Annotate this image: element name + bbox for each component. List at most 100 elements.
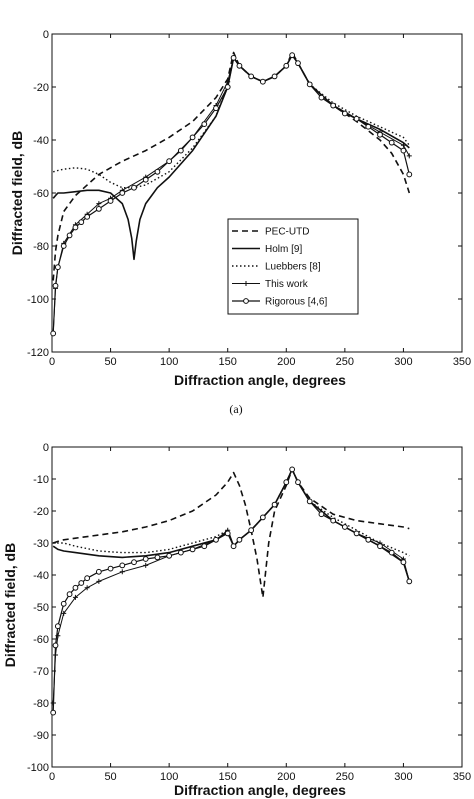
x-axis-label-a: Diffraction angle, degrees xyxy=(174,372,346,388)
y-tick-label: -20 xyxy=(33,506,49,518)
data-point-rigorous-4-6 xyxy=(406,578,413,585)
data-point-rigorous-4-6 xyxy=(306,498,313,505)
data-point-this-work xyxy=(96,578,102,584)
y-tick-label: -80 xyxy=(33,241,49,253)
data-point-rigorous-4-6 xyxy=(52,282,59,289)
data-point-rigorous-4-6 xyxy=(177,549,184,556)
legend-label-rigorous-4-6: Rigorous [4,6] xyxy=(265,297,327,308)
data-point-rigorous-4-6 xyxy=(388,139,395,146)
y-tick-label: -120 xyxy=(27,347,49,359)
y-tick-label: -20 xyxy=(33,82,49,94)
data-point-rigorous-4-6 xyxy=(119,562,126,569)
data-point-rigorous-4-6 xyxy=(248,73,255,80)
legend-label-this-work: This work xyxy=(265,279,309,290)
x-tick-label: 150 xyxy=(219,356,237,368)
x-tick-label: 100 xyxy=(160,356,178,368)
legend-box xyxy=(227,218,359,315)
y-tick-label: -100 xyxy=(27,294,49,306)
data-point-rigorous-4-6 xyxy=(283,479,290,486)
data-point-rigorous-4-6 xyxy=(224,530,231,537)
y-tick-label: -90 xyxy=(33,730,49,742)
data-point-rigorous-4-6 xyxy=(213,105,219,112)
x-tick-label: 0 xyxy=(49,771,55,783)
y-tick-label: -80 xyxy=(33,698,49,710)
data-point-rigorous-4-6 xyxy=(142,176,149,183)
series-line-this-work xyxy=(52,468,410,704)
data-point-rigorous-4-6 xyxy=(377,543,383,550)
x-tick-label: 200 xyxy=(277,356,295,368)
data-point-rigorous-4-6 xyxy=(131,559,137,566)
data-point-rigorous-4-6 xyxy=(201,543,208,550)
data-point-rigorous-4-6 xyxy=(259,514,266,521)
x-tick-label: 350 xyxy=(453,771,471,783)
ticks-b: 0 50 100 150 200 250 300 350 0 -10 -20 -30 -40 -50 -60… xyxy=(27,442,471,783)
y-tick-label: -40 xyxy=(33,135,49,147)
x-tick-label: 50 xyxy=(104,356,116,368)
legend-label-luebbers-8: Luebbers [8] xyxy=(265,262,321,273)
data-point-rigorous-4-6 xyxy=(189,546,196,553)
data-point-rigorous-4-6 xyxy=(295,479,301,486)
data-point-rigorous-4-6 xyxy=(166,552,173,559)
data-point-rigorous-4-6 xyxy=(142,556,149,562)
data-point-rigorous-4-6 xyxy=(60,600,67,607)
data-point-rigorous-4-6 xyxy=(78,580,85,586)
data-point-rigorous-4-6 xyxy=(154,554,161,561)
data-point-rigorous-4-6 xyxy=(271,501,278,508)
data-point-rigorous-4-6 xyxy=(230,54,237,61)
x-tick-label: 250 xyxy=(336,356,354,368)
series-b xyxy=(50,466,413,716)
legend-marker-rigorous-4-6 xyxy=(243,298,249,304)
data-point-rigorous-4-6 xyxy=(400,147,407,154)
series-line-pec-utd xyxy=(52,51,411,281)
data-point-this-work xyxy=(61,610,67,616)
data-point-rigorous-4-6 xyxy=(107,565,114,572)
x-tick-label: 150 xyxy=(219,771,237,783)
data-point-rigorous-4-6 xyxy=(95,206,102,212)
data-point-rigorous-4-6 xyxy=(213,536,219,543)
data-point-rigorous-4-6 xyxy=(60,243,67,249)
data-point-rigorous-4-6 xyxy=(201,121,208,127)
y-tick-label: 0 xyxy=(43,442,49,454)
data-point-rigorous-4-6 xyxy=(236,536,243,543)
data-point-rigorous-4-6 xyxy=(318,94,325,101)
data-point-rigorous-4-6 xyxy=(189,134,196,141)
legend-label-pec-utd: PEC-UTD xyxy=(265,227,309,238)
x-tick-label: 100 xyxy=(160,771,178,783)
data-point-this-work xyxy=(72,594,78,600)
data-point-rigorous-4-6 xyxy=(388,549,395,556)
data-point-rigorous-4-6 xyxy=(78,219,85,226)
series-line-luebbers-8 xyxy=(53,468,410,557)
data-point-rigorous-4-6 xyxy=(341,110,348,117)
data-point-rigorous-4-6 xyxy=(248,527,255,534)
plot-frame-b xyxy=(51,446,463,768)
data-point-rigorous-4-6 xyxy=(330,102,337,109)
data-point-rigorous-4-6 xyxy=(295,60,301,67)
data-point-rigorous-4-6 xyxy=(224,84,231,90)
legend-marker-this-work xyxy=(243,281,249,286)
data-point-rigorous-4-6 xyxy=(66,232,73,239)
x-tick-label: 350 xyxy=(453,356,471,368)
data-point-rigorous-4-6 xyxy=(365,536,372,543)
ticks-a: 0 50 100 150 200 250 300 350 0 -20 -40 -60 -80 -100 -1… xyxy=(27,29,471,368)
data-point-rigorous-4-6 xyxy=(50,709,57,716)
data-point-this-work xyxy=(400,142,406,148)
data-point-rigorous-4-6 xyxy=(50,330,57,337)
data-point-rigorous-4-6 xyxy=(84,213,91,220)
x-tick-label: 250 xyxy=(336,771,354,783)
y-tick-label: -10 xyxy=(33,474,49,486)
data-point-rigorous-4-6 xyxy=(177,147,184,154)
legend-a: PEC-UTD Holm [9] Luebbers [8] This work Rigo… xyxy=(227,218,359,315)
data-point-rigorous-4-6 xyxy=(400,559,407,566)
data-point-rigorous-4-6 xyxy=(66,591,73,598)
data-point-rigorous-4-6 xyxy=(330,517,337,524)
data-point-rigorous-4-6 xyxy=(283,62,290,69)
data-point-rigorous-4-6 xyxy=(289,52,296,59)
data-point-rigorous-4-6 xyxy=(119,190,126,196)
data-point-rigorous-4-6 xyxy=(131,184,137,191)
data-point-rigorous-4-6 xyxy=(377,131,383,138)
y-tick-label: -50 xyxy=(33,602,49,614)
data-point-this-work xyxy=(84,585,90,591)
y-tick-label: -30 xyxy=(33,538,49,550)
chart-a: 0 50 100 150 200 250 300 350 0 -20 -40 -60 -80 -100 -1… xyxy=(9,29,471,416)
